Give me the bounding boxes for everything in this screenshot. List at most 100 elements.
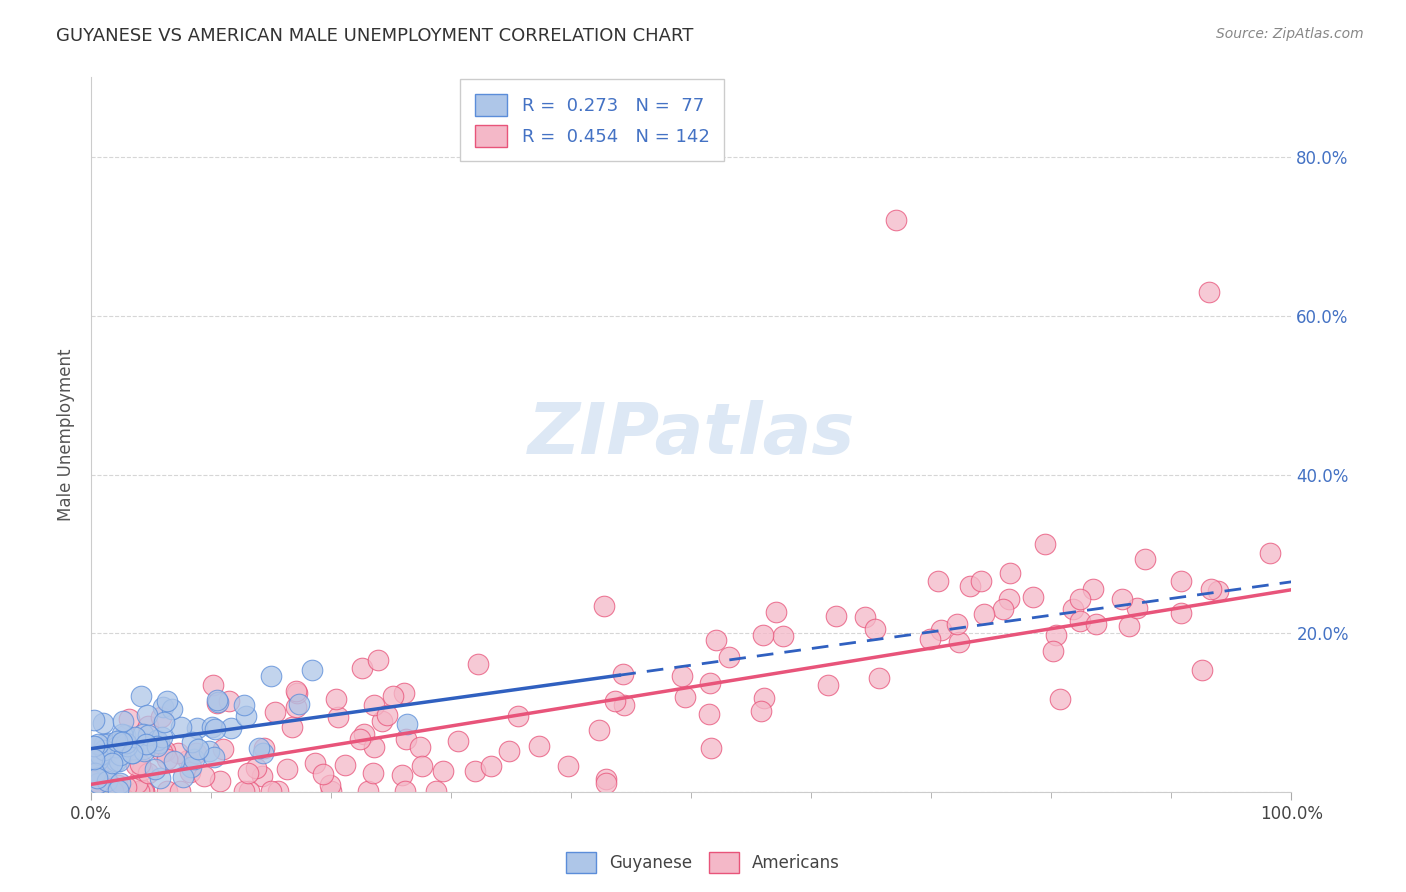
Point bbox=[328, 709, 350, 723]
Point bbox=[1022, 591, 1045, 605]
Point bbox=[868, 671, 890, 685]
Point bbox=[929, 623, 952, 637]
Point bbox=[83, 766, 105, 780]
Point bbox=[82, 739, 104, 753]
Point bbox=[153, 714, 176, 729]
Point bbox=[172, 770, 194, 784]
Point bbox=[129, 689, 152, 703]
Point bbox=[115, 780, 138, 795]
Point bbox=[998, 591, 1021, 606]
Point bbox=[998, 566, 1021, 580]
Point bbox=[145, 762, 167, 776]
Point bbox=[1111, 591, 1133, 606]
Point bbox=[87, 766, 110, 780]
Point bbox=[970, 574, 993, 588]
Point bbox=[232, 698, 254, 712]
Point bbox=[218, 694, 240, 708]
Point bbox=[118, 712, 141, 726]
Point bbox=[149, 771, 172, 785]
Point bbox=[394, 784, 416, 798]
Point bbox=[285, 686, 308, 700]
Point bbox=[319, 784, 342, 798]
Point bbox=[96, 761, 118, 775]
Point bbox=[108, 748, 131, 763]
Point bbox=[1191, 663, 1213, 677]
Point bbox=[752, 628, 775, 642]
Point bbox=[114, 728, 136, 742]
Point bbox=[425, 784, 447, 798]
Point bbox=[145, 739, 167, 754]
Point bbox=[250, 769, 273, 783]
Point bbox=[1062, 601, 1084, 615]
Point bbox=[588, 723, 610, 737]
Point bbox=[1198, 285, 1220, 299]
Point bbox=[90, 784, 112, 798]
Point bbox=[111, 735, 134, 749]
Point bbox=[132, 784, 155, 798]
Point bbox=[83, 751, 105, 765]
Point bbox=[991, 601, 1014, 615]
Point bbox=[673, 690, 696, 704]
Point bbox=[765, 605, 787, 619]
Point bbox=[700, 741, 723, 756]
Point bbox=[613, 698, 636, 712]
Point bbox=[946, 616, 969, 631]
Point bbox=[183, 752, 205, 766]
Point bbox=[394, 686, 416, 700]
Point bbox=[865, 622, 887, 636]
Point bbox=[411, 758, 433, 772]
Point bbox=[181, 735, 204, 749]
Point bbox=[108, 781, 131, 796]
Point bbox=[193, 769, 215, 783]
Point bbox=[134, 744, 156, 758]
Point bbox=[264, 705, 287, 719]
Point bbox=[107, 734, 129, 748]
Point bbox=[232, 784, 254, 798]
Point bbox=[1049, 692, 1071, 706]
Point bbox=[134, 784, 156, 798]
Point bbox=[479, 758, 502, 772]
Point bbox=[280, 720, 302, 734]
Point bbox=[381, 689, 404, 703]
Point bbox=[186, 722, 208, 736]
Point bbox=[752, 690, 775, 705]
Point bbox=[973, 607, 995, 621]
Point bbox=[498, 743, 520, 757]
Point bbox=[156, 752, 179, 766]
Point bbox=[1045, 628, 1067, 642]
Point bbox=[927, 574, 949, 589]
Point bbox=[82, 752, 104, 766]
Point bbox=[150, 730, 173, 744]
Point bbox=[304, 756, 326, 770]
Point bbox=[595, 776, 617, 790]
Point bbox=[238, 765, 260, 780]
Point bbox=[508, 709, 530, 723]
Point bbox=[395, 731, 418, 746]
Point bbox=[247, 740, 270, 755]
Point bbox=[285, 699, 308, 714]
Point bbox=[125, 776, 148, 790]
Point bbox=[350, 661, 373, 675]
Point bbox=[671, 669, 693, 683]
Point bbox=[260, 784, 283, 798]
Point bbox=[101, 756, 124, 770]
Point bbox=[93, 743, 115, 757]
Point bbox=[825, 608, 848, 623]
Point bbox=[592, 599, 614, 614]
Point bbox=[276, 762, 298, 776]
Point bbox=[884, 213, 907, 227]
Point bbox=[208, 773, 231, 788]
Point bbox=[150, 710, 173, 724]
Point bbox=[86, 771, 108, 785]
Point bbox=[319, 779, 342, 793]
Point bbox=[83, 739, 105, 754]
Point bbox=[1206, 584, 1229, 599]
Point bbox=[187, 741, 209, 756]
Point bbox=[333, 758, 356, 772]
Point bbox=[111, 714, 134, 728]
Point bbox=[612, 666, 634, 681]
Point bbox=[603, 693, 626, 707]
Point bbox=[361, 766, 384, 780]
Point bbox=[749, 705, 772, 719]
Point bbox=[98, 736, 121, 750]
